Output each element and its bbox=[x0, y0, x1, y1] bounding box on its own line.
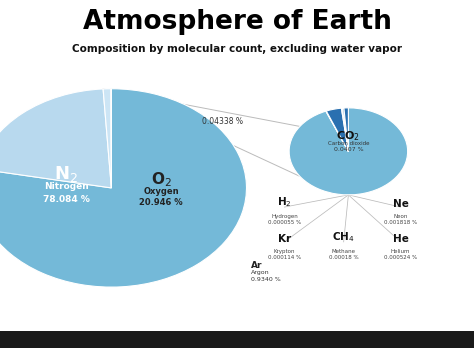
Text: 0.04338 %: 0.04338 % bbox=[202, 117, 243, 126]
Text: alamy: alamy bbox=[19, 334, 57, 344]
Text: www.alamy.com: www.alamy.com bbox=[341, 341, 374, 345]
Text: He: He bbox=[392, 234, 409, 244]
Text: CH$_4$: CH$_4$ bbox=[332, 230, 355, 244]
Wedge shape bbox=[342, 108, 348, 151]
Wedge shape bbox=[326, 111, 348, 151]
Text: 0.001818 %: 0.001818 % bbox=[384, 220, 417, 225]
Bar bbox=[0, 331, 474, 348]
Text: 0.00018 %: 0.00018 % bbox=[329, 255, 358, 260]
Text: H$_2$: H$_2$ bbox=[277, 195, 292, 209]
Wedge shape bbox=[103, 89, 111, 188]
Text: O$_2$: O$_2$ bbox=[151, 170, 172, 189]
Text: 0.000524 %: 0.000524 % bbox=[384, 255, 417, 260]
Text: Kr: Kr bbox=[278, 234, 291, 244]
Text: Atmosphere of Earth: Atmosphere of Earth bbox=[82, 9, 392, 35]
Wedge shape bbox=[326, 108, 348, 151]
Wedge shape bbox=[0, 89, 246, 287]
Wedge shape bbox=[344, 108, 348, 151]
Text: Carbon dioxide: Carbon dioxide bbox=[328, 141, 369, 146]
Text: Krypton: Krypton bbox=[273, 249, 295, 254]
Text: 0.9340 %: 0.9340 % bbox=[251, 277, 281, 282]
Text: 20.946 %: 20.946 % bbox=[139, 198, 183, 207]
Wedge shape bbox=[0, 89, 111, 188]
Text: Hydrogen: Hydrogen bbox=[271, 214, 298, 219]
Text: 0.000055 %: 0.000055 % bbox=[268, 220, 301, 225]
Text: 0.0407 %: 0.0407 % bbox=[334, 147, 363, 152]
Wedge shape bbox=[289, 108, 408, 195]
Text: Oxygen: Oxygen bbox=[143, 187, 179, 196]
Text: Image ID: 2PH13YG: Image ID: 2PH13YG bbox=[341, 334, 381, 339]
Text: Composition by molecular count, excluding water vapor: Composition by molecular count, excludin… bbox=[72, 44, 402, 54]
Text: 78.084 %: 78.084 % bbox=[43, 195, 90, 204]
Text: Helium: Helium bbox=[391, 249, 410, 254]
Text: 0.000114 %: 0.000114 % bbox=[268, 255, 301, 260]
Text: Neon: Neon bbox=[393, 214, 408, 219]
Text: N$_2$: N$_2$ bbox=[55, 164, 78, 184]
Text: Ar: Ar bbox=[251, 261, 263, 270]
Text: Nitrogen: Nitrogen bbox=[44, 182, 89, 191]
Wedge shape bbox=[341, 108, 348, 151]
Text: Ne: Ne bbox=[392, 199, 409, 209]
Text: Methane: Methane bbox=[332, 249, 356, 254]
Text: Argon: Argon bbox=[251, 270, 270, 275]
Text: CO$_2$: CO$_2$ bbox=[337, 129, 360, 143]
